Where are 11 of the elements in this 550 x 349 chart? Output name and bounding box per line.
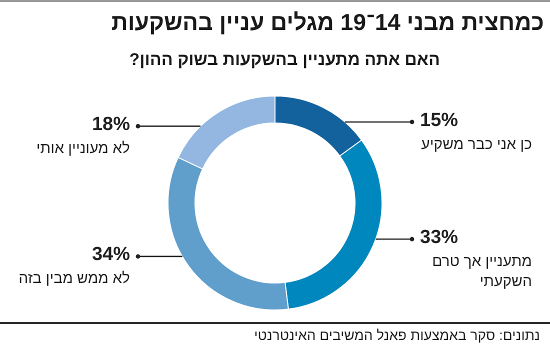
chart-title: כמחצית מבני 14־19 מגלים עניין בהשקעות [111,9,544,36]
slice-label: לא ממש מבין בזה [18,269,130,290]
chart-subtitle: האם אתה מתעניין בהשקעות בשוק ההון? [129,50,440,70]
data-label: 33% [420,226,460,250]
data-label: 34% [90,243,130,268]
slice-label: לא מעוניין אותי [35,139,130,160]
slice-label: מתעניין אך טרם השקעתי [431,252,532,292]
data-label: 15% [420,108,460,133]
slice-label: כן אני כבר משקיע [420,134,532,155]
text: נתונים: סקר באמצעות פאנל המשיבים האינטרנטי [254,327,540,343]
data-label: 18% [90,113,130,138]
